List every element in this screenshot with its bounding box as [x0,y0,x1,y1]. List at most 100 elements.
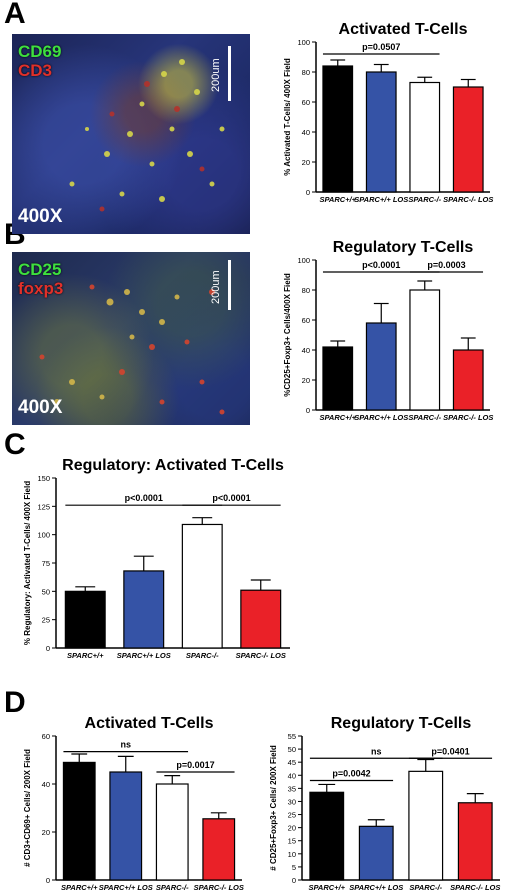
y-tick-label: 10 [288,850,296,859]
y-tick-label: 25 [42,616,50,625]
y-tick-label: 100 [297,38,310,47]
y-axis-label: # CD3+CD69+ Cells/ 200X Field [23,749,32,867]
bar [240,589,282,649]
x-tick-label: SPARC-/- LOS [450,883,500,892]
x-tick-label: SPARC+/+ LOS [354,195,408,204]
micrograph-a-cells [69,59,225,212]
y-tick-label: 5 [292,863,296,872]
bar [365,322,397,411]
bar [409,289,441,411]
y-tick-label: 40 [302,128,310,137]
significance-label: p=0.0003 [427,260,465,270]
micrograph-b-cells [39,284,225,415]
y-tick-label: 60 [42,732,50,741]
micrograph-a-scale-bar [228,46,231,101]
x-tick-label: SPARC+/+ LOS [117,651,171,660]
bar [155,783,189,881]
y-axis-label: % Activated T-Cells/ 400X Field [283,58,292,176]
bar [452,349,484,411]
chart-d1: Activated T-Cells # CD3+CD69+ Cells/ 200X… [23,715,244,892]
bar [408,770,444,881]
significance-label: p=0.0507 [362,42,400,52]
panel-label-c: C [4,428,26,461]
bar [109,771,143,881]
bar [457,802,493,881]
x-tick-label: SPARC-/- [408,413,441,422]
y-tick-label: 60 [302,98,310,107]
y-tick-label: 55 [288,732,296,741]
chart-title: Regulatory T-Cells [333,239,474,256]
x-tick-label: SPARC-/- LOS [443,195,493,204]
y-tick-label: 25 [288,811,296,820]
micrograph-a-magnification: 400X [18,206,63,227]
chart-title: Regulatory: Activated T-Cells [62,457,284,474]
micrograph-a-marker1: CD69 [18,42,62,61]
chart-title: Regulatory T-Cells [331,715,472,732]
panel-label-a: A [4,0,26,30]
x-tick-label: SPARC+/+ [308,883,345,892]
micrograph-a-marker2: CD3 [18,61,53,80]
y-tick-label: 50 [288,745,296,754]
micrograph-b: CD25 foxp3 200um 400X [12,252,250,425]
y-tick-label: 20 [302,376,310,385]
significance-label: p=0.0401 [431,746,469,756]
y-tick-label: 40 [42,780,50,789]
chart-a: Activated T-Cells % Activated T-Cells/ 40… [283,21,493,204]
bar [409,81,441,193]
x-tick-label: SPARC+/+ [319,413,356,422]
x-tick-label: SPARC+/+ [319,195,356,204]
micrograph-a-scale-label: 200um [210,58,222,92]
significance-label: ns [371,746,382,756]
x-tick-label: SPARC+/+ LOS [99,883,153,892]
y-tick-label: 20 [42,828,50,837]
chart-c: Regulatory: Activated T-Cells % Regulator… [23,457,290,660]
x-tick-label: SPARC-/- [156,883,189,892]
micrograph-b-marker2: foxp3 [18,279,64,298]
bar [123,570,165,649]
x-tick-label: SPARC+/+ LOS [354,413,408,422]
x-tick-label: SPARC+/+ LOS [349,883,403,892]
bar [365,71,397,193]
bar [322,346,354,411]
y-tick-label: 100 [37,531,50,540]
x-tick-label: SPARC-/- [186,651,219,660]
chart-title: Activated T-Cells [85,715,214,732]
y-tick-label: 50 [42,587,50,596]
y-tick-label: 35 [288,784,296,793]
x-tick-label: SPARC+/+ [67,651,104,660]
bar [202,818,236,881]
bar [62,761,96,881]
y-axis-label: % Regulatory: Activated T-Cells/ 400X Fi… [23,481,32,645]
x-tick-label: SPARC-/- LOS [194,883,244,892]
chart-title: Activated T-Cells [339,21,468,38]
micrograph-a: CD69 CD3 200um 400X [12,34,250,234]
significance-label: p=0.0042 [332,769,370,779]
chart-d2: Regulatory T-Cells # CD25+Foxp3+ Cells/ 2… [269,715,500,892]
x-tick-label: SPARC-/- [408,195,441,204]
significance-label: p<0.0001 [125,493,163,503]
x-tick-label: SPARC-/- LOS [236,651,286,660]
bar [309,791,345,881]
significance-label: p<0.0001 [362,260,400,270]
bar [181,523,223,649]
y-tick-label: 80 [302,286,310,295]
y-tick-label: 75 [42,559,50,568]
y-tick-label: 40 [302,346,310,355]
micrograph-b-marker1: CD25 [18,260,62,279]
panel-label-d: D [4,686,26,719]
bar [358,825,394,881]
bar [322,65,354,193]
y-tick-label: 60 [302,316,310,325]
y-tick-label: 80 [302,68,310,77]
x-tick-label: SPARC-/- [409,883,442,892]
y-tick-label: 20 [302,158,310,167]
bar [64,590,106,649]
y-tick-label: 0 [306,188,310,197]
y-tick-label: 20 [288,824,296,833]
significance-label: ns [120,740,131,750]
y-tick-label: 15 [288,837,296,846]
x-tick-label: SPARC+/+ [61,883,98,892]
y-tick-label: 0 [46,876,50,885]
y-tick-label: 40 [288,771,296,780]
y-axis-label: %CD25+Foxp3+ Cells/400X Field [283,273,292,397]
